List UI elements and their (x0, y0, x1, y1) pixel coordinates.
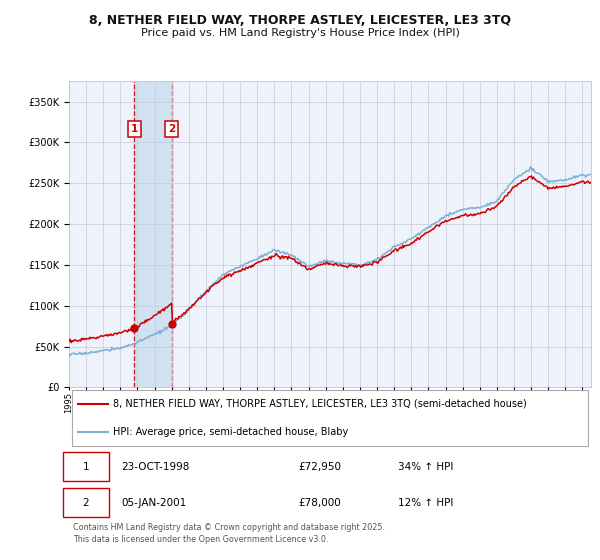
Text: 1: 1 (82, 461, 89, 472)
Text: 34% ↑ HPI: 34% ↑ HPI (398, 461, 453, 472)
Text: 2: 2 (168, 124, 175, 134)
Text: Contains HM Land Registry data © Crown copyright and database right 2025.
This d: Contains HM Land Registry data © Crown c… (73, 522, 385, 544)
Text: 8, NETHER FIELD WAY, THORPE ASTLEY, LEICESTER, LE3 3TQ: 8, NETHER FIELD WAY, THORPE ASTLEY, LEIC… (89, 14, 511, 27)
Text: 2: 2 (82, 498, 89, 508)
FancyBboxPatch shape (63, 452, 109, 481)
Text: Price paid vs. HM Land Registry's House Price Index (HPI): Price paid vs. HM Land Registry's House … (140, 28, 460, 38)
Text: £78,000: £78,000 (299, 498, 341, 508)
Text: 23-OCT-1998: 23-OCT-1998 (121, 461, 190, 472)
Text: 8, NETHER FIELD WAY, THORPE ASTLEY, LEICESTER, LE3 3TQ (semi-detached house): 8, NETHER FIELD WAY, THORPE ASTLEY, LEIC… (113, 399, 527, 409)
FancyBboxPatch shape (71, 390, 589, 446)
FancyBboxPatch shape (63, 488, 109, 517)
Text: £72,950: £72,950 (299, 461, 341, 472)
Text: HPI: Average price, semi-detached house, Blaby: HPI: Average price, semi-detached house,… (113, 427, 349, 437)
Text: 05-JAN-2001: 05-JAN-2001 (121, 498, 187, 508)
Text: 1: 1 (131, 124, 138, 134)
Bar (134, 81, 172, 388)
Text: 12% ↑ HPI: 12% ↑ HPI (398, 498, 453, 508)
